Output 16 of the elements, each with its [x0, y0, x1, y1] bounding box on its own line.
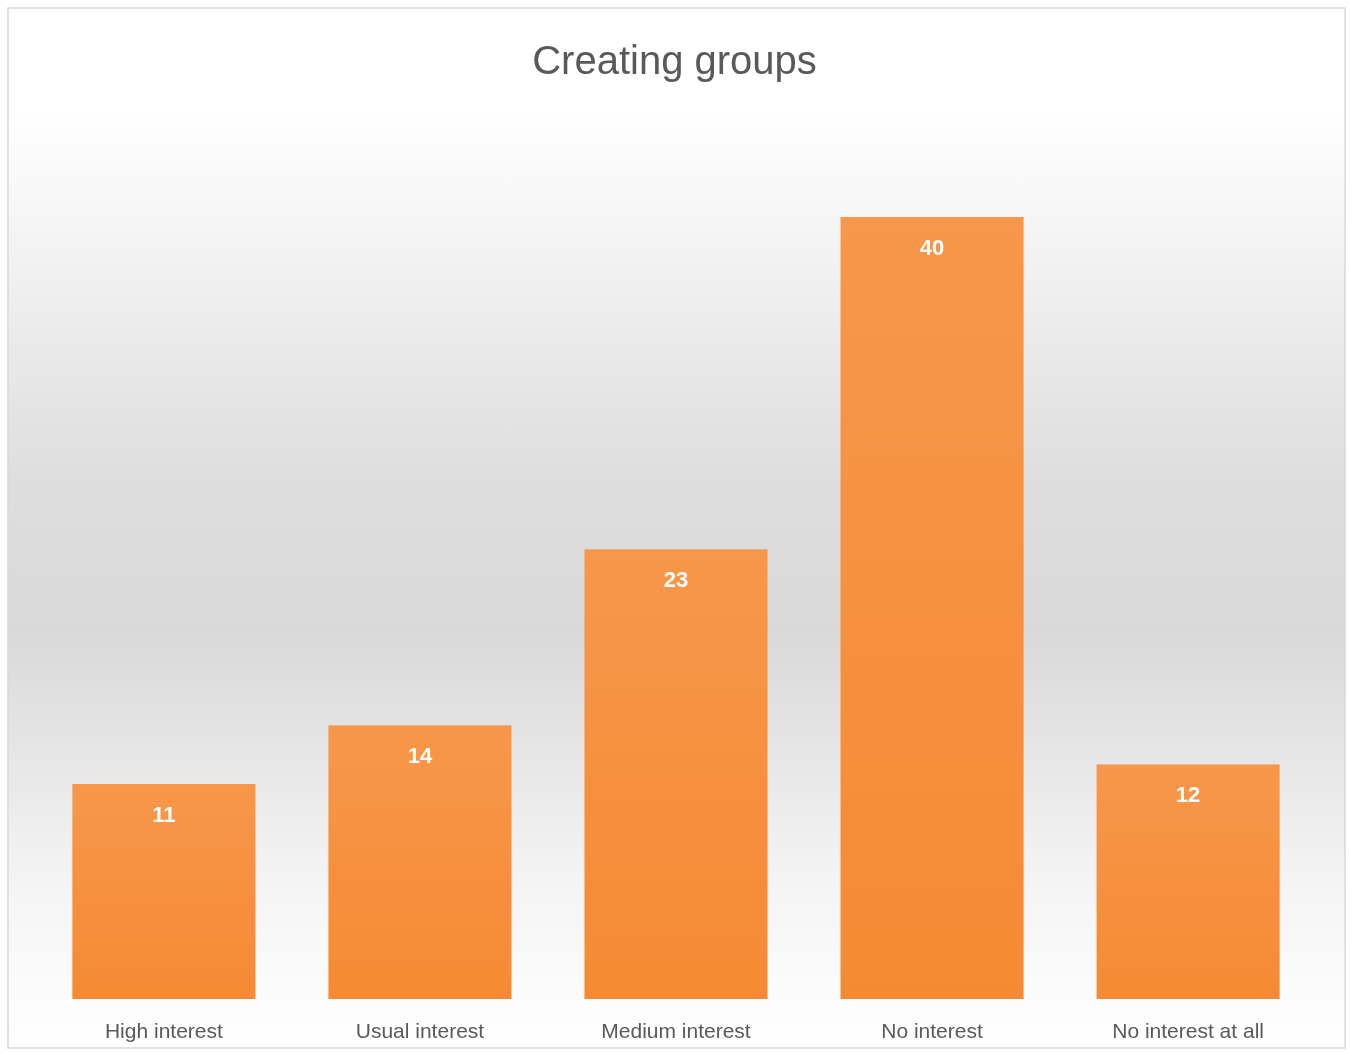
x-tick-label: No interest [881, 1019, 983, 1042]
x-tick-label: Medium interest [601, 1019, 751, 1042]
x-tick-label: Usual interest [355, 1019, 485, 1042]
x-tick-label: High interest [104, 1019, 224, 1042]
bar [1096, 764, 1280, 999]
chart-title: Creating groups [532, 38, 817, 82]
bar [72, 783, 256, 999]
x-tick-label: No interest at all [1112, 1019, 1264, 1042]
data-label: 12 [1175, 782, 1201, 808]
data-label: 14 [407, 743, 433, 769]
data-label: 11 [152, 801, 176, 827]
bar [328, 725, 512, 999]
bar [584, 549, 768, 999]
data-label: 23 [663, 567, 689, 593]
data-label: 40 [919, 235, 945, 260]
bar [840, 217, 1024, 999]
